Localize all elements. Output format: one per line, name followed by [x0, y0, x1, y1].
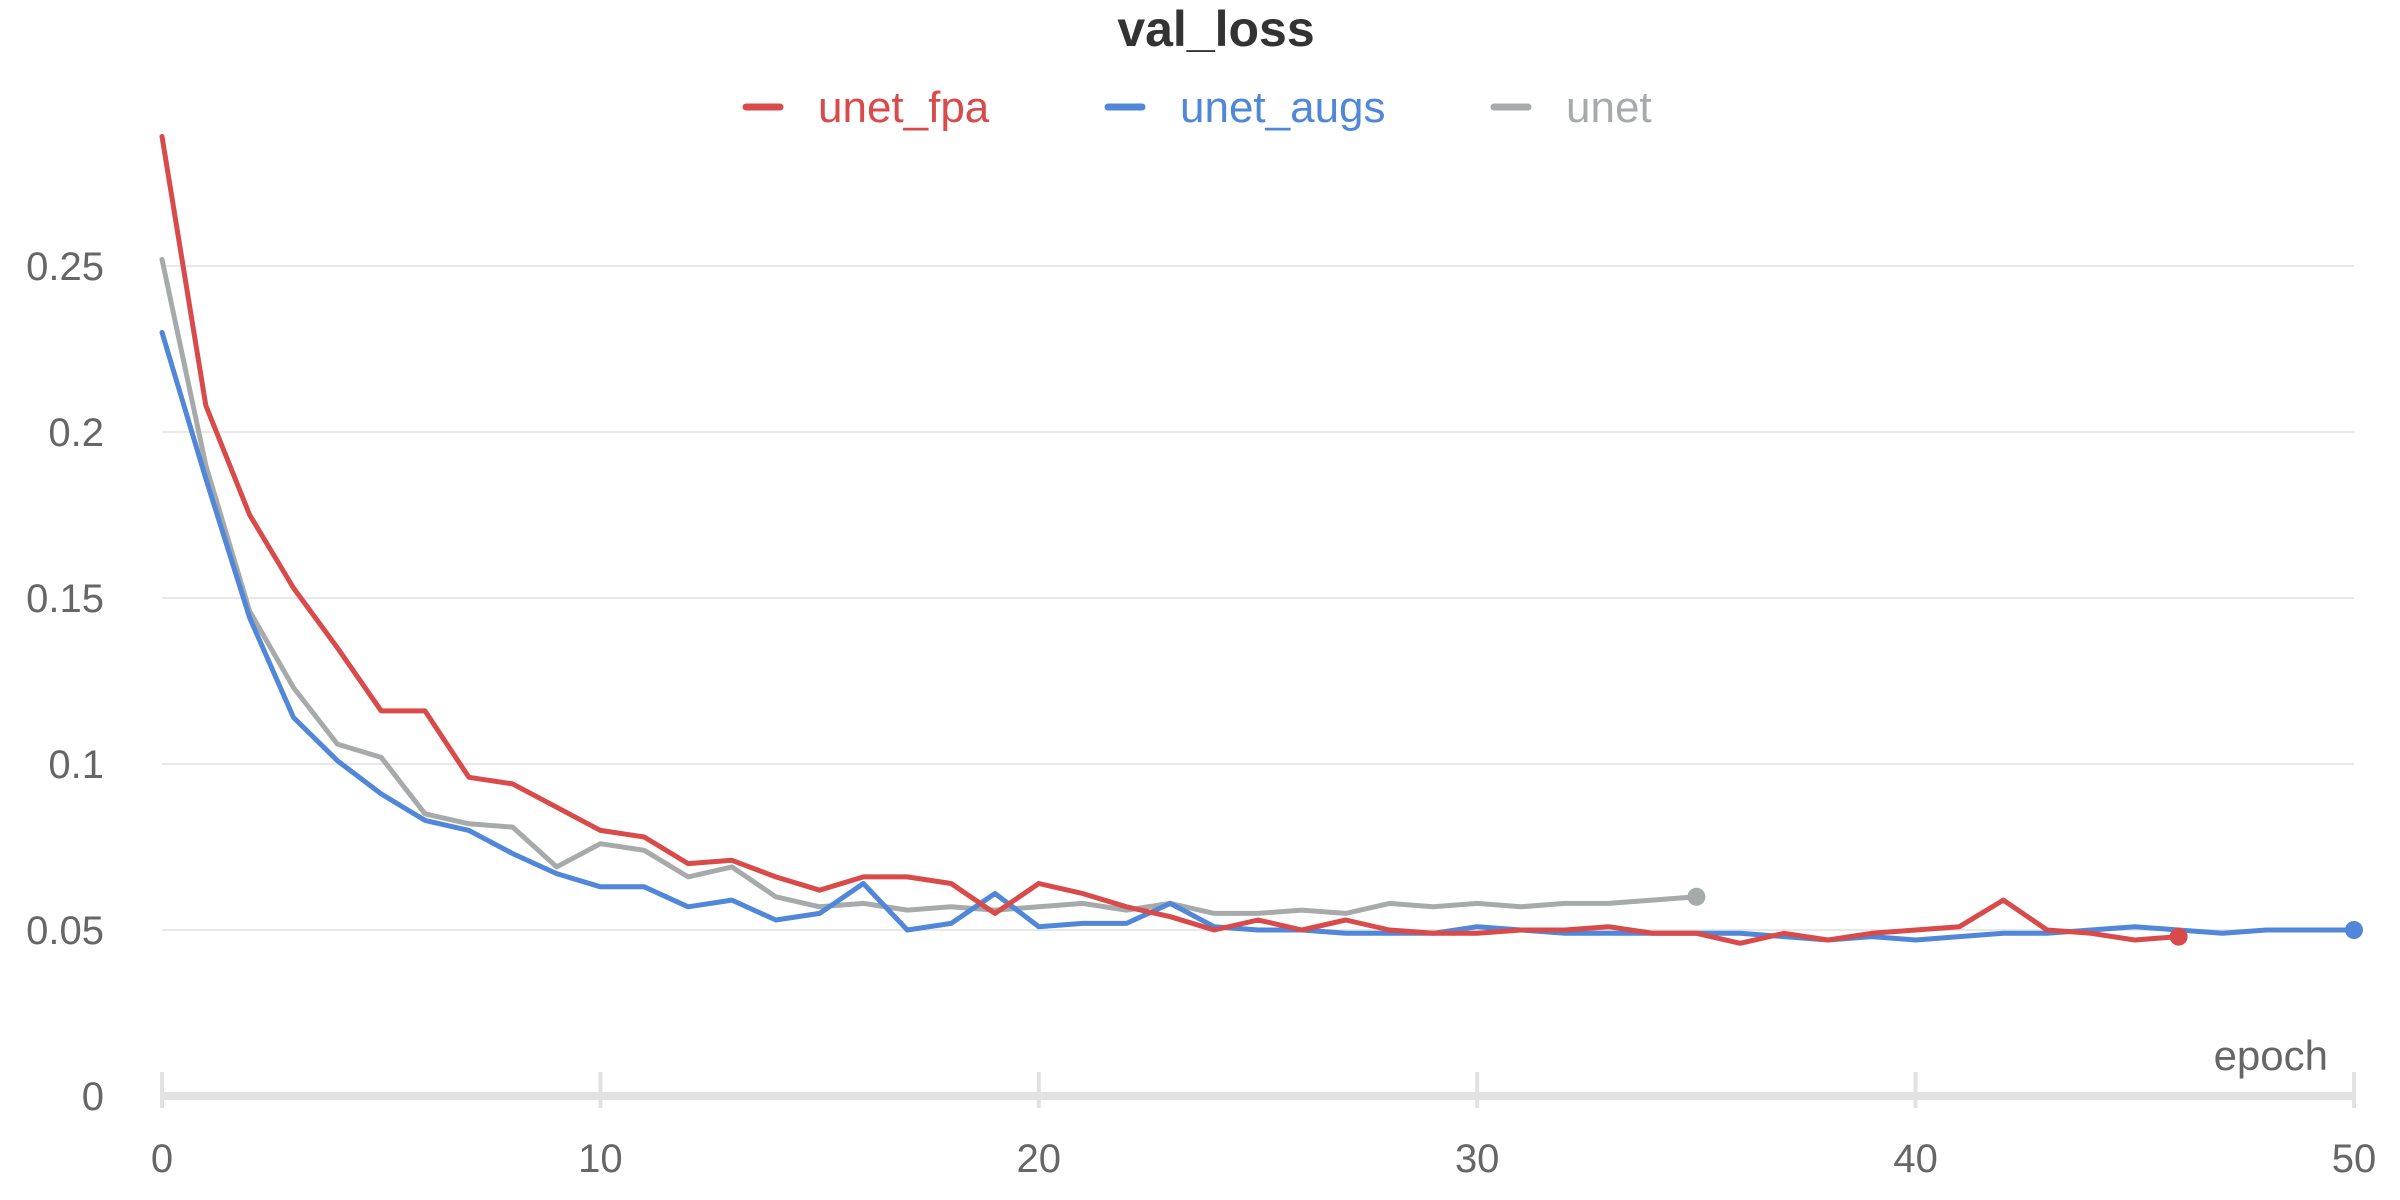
- series-end-point-unet: [1687, 887, 1706, 906]
- y-tick-label: 0.25: [26, 245, 104, 289]
- x-axis: 0 10 20 30 40 50: [151, 1072, 2376, 1181]
- y-tick-label: 0.15: [26, 577, 104, 621]
- x-tick-label: 30: [1455, 1137, 1500, 1181]
- series-line-unet: [159, 256, 1699, 916]
- gridlines: [162, 265, 2354, 931]
- legend-label-unet[interactable]: unet: [1566, 83, 1652, 132]
- series-line-unet-fpa: [159, 134, 2182, 946]
- y-tick-label: 0: [82, 1075, 104, 1119]
- legend: unet_fpa unet_augs unet: [742, 83, 1652, 132]
- series-lines: [159, 134, 2363, 946]
- series-end-point-unet-augs: [2345, 921, 2363, 939]
- chart-title: val_loss: [1117, 1, 1314, 57]
- x-tick-label: 50: [2332, 1137, 2377, 1181]
- x-tick-label: 20: [1017, 1137, 1062, 1181]
- y-tick-label: 0.2: [48, 411, 104, 455]
- x-axis-label: epoch: [2214, 1032, 2328, 1079]
- legend-label-unet-fpa[interactable]: unet_fpa: [818, 83, 990, 132]
- legend-label-unet-augs[interactable]: unet_augs: [1180, 83, 1386, 132]
- y-tick-label: 0.05: [26, 909, 104, 953]
- x-tick-label: 0: [151, 1137, 173, 1181]
- y-tick-label: 0.1: [48, 743, 104, 787]
- series-line-unet-augs: [159, 329, 2357, 943]
- y-axis-ticks: 0 0.05 0.1 0.15 0.2 0.25: [26, 245, 104, 1119]
- series-end-point-unet-fpa: [2169, 927, 2188, 946]
- x-tick-label: 40: [1893, 1137, 1938, 1181]
- x-tick-label: 10: [578, 1137, 623, 1181]
